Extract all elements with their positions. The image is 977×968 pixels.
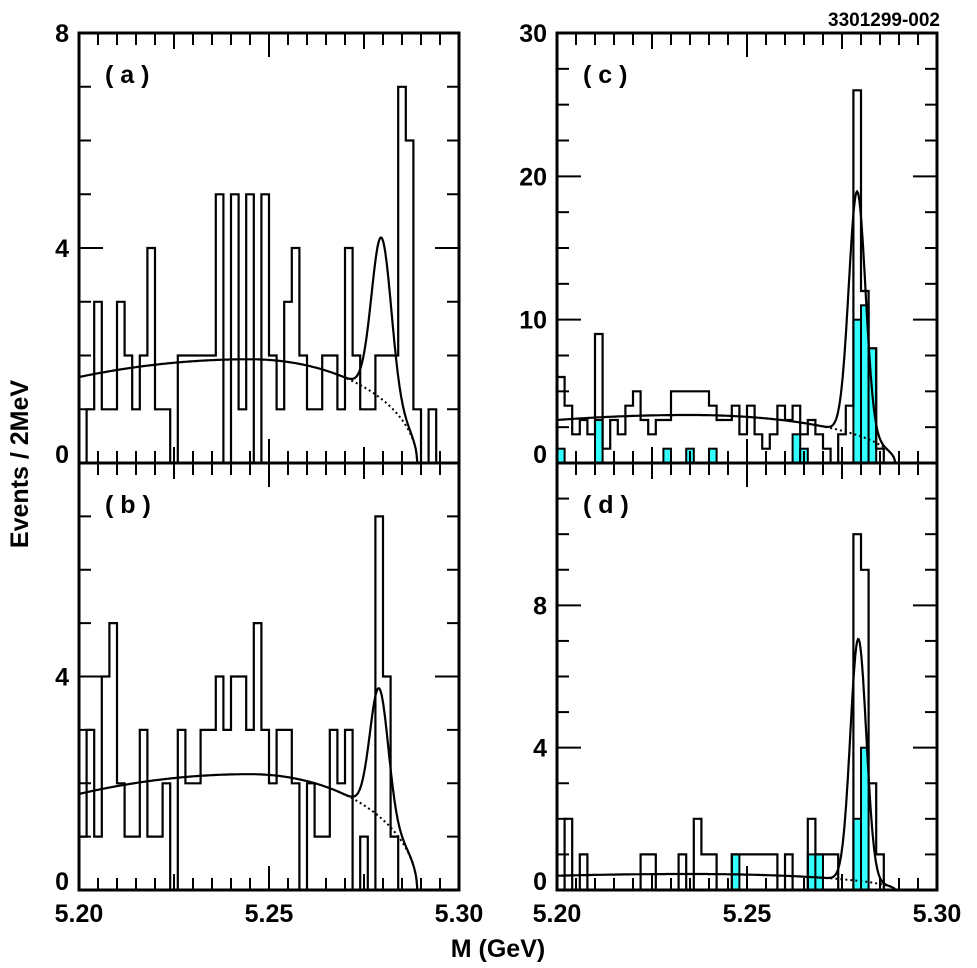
subset-bar — [557, 447, 566, 463]
x-tick-label: 5.25 — [723, 900, 772, 928]
panel-frame — [555, 31, 939, 465]
subset-bar — [730, 853, 741, 890]
background-fit-dotted — [337, 373, 420, 463]
panel-d: 0 4 8 5.20 5.25 5.30 ( d ) — [533, 461, 962, 928]
total-fit-curve — [557, 637, 898, 890]
panel-label: ( d ) — [583, 491, 629, 519]
total-fit-curve — [557, 189, 898, 463]
plot-area — [79, 85, 459, 463]
subset-bar — [806, 853, 817, 890]
y-tick-label: 4 — [55, 664, 69, 692]
subset-bar — [852, 318, 863, 463]
x-axis-label: M (GeV) — [451, 935, 545, 963]
x-tick-label: 5.20 — [55, 900, 104, 928]
plot-area — [79, 515, 459, 890]
x-tick-label: 5.25 — [245, 900, 294, 928]
y-tick-label: 4 — [55, 235, 69, 263]
figure-id-label: 3301299-002 — [828, 10, 940, 31]
y-tick-label: 8 — [533, 592, 547, 620]
panel-c: 0 10 20 30 ( c ) — [519, 20, 939, 469]
subset-bar — [814, 853, 825, 890]
histogram-outline — [557, 533, 937, 890]
background-fit-dotted — [815, 876, 898, 890]
panel-label: ( b ) — [105, 491, 151, 519]
panel-label: ( a ) — [105, 61, 149, 89]
panel-b: 0 4 5.20 5.25 5.30 ( b ) — [55, 461, 484, 928]
histogram-outline — [557, 89, 937, 463]
total-fit-curve — [79, 236, 420, 463]
plot-area — [557, 89, 937, 463]
y-tick-label: 0 — [55, 868, 69, 896]
subset-bar — [852, 817, 863, 890]
subset-bar — [594, 419, 604, 463]
x-tick-label: 5.30 — [435, 900, 484, 928]
y-tick-label: 8 — [55, 20, 69, 48]
y-tick-label: 0 — [533, 441, 547, 469]
histogram-outline — [79, 515, 459, 890]
y-axis-label: Events / 2MeV — [6, 380, 34, 548]
y-tick-label: 30 — [519, 20, 547, 48]
subset-bar — [791, 433, 802, 463]
y-tick-label: 0 — [533, 868, 547, 896]
subset-bar — [662, 447, 673, 463]
panel-frame — [77, 461, 461, 892]
y-tick-label: 10 — [519, 307, 547, 335]
subset-bar — [860, 746, 870, 890]
x-tick-label: 5.30 — [913, 900, 962, 928]
panel-label: ( c ) — [583, 61, 627, 89]
total-fit-curve — [79, 687, 420, 890]
x-tick-label: 5.20 — [533, 900, 582, 928]
panel-frame — [555, 461, 939, 892]
panel-a: 0 4 8 ( a ) — [55, 20, 461, 469]
y-tick-label: 20 — [519, 163, 547, 191]
plot-area — [557, 533, 937, 890]
y-tick-label: 4 — [533, 735, 547, 763]
background-fit-dotted — [337, 790, 420, 890]
subset-bar — [708, 447, 718, 463]
y-tick-label: 0 — [55, 441, 69, 469]
